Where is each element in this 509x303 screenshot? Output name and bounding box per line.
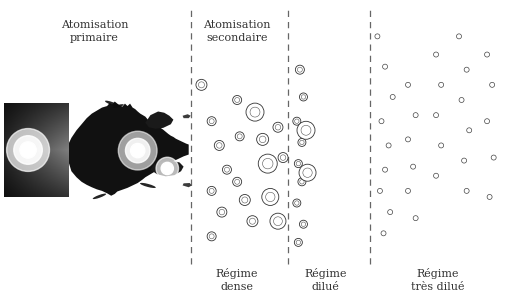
Circle shape	[298, 164, 316, 181]
Circle shape	[161, 162, 173, 175]
Circle shape	[461, 158, 466, 163]
Circle shape	[486, 195, 491, 199]
Polygon shape	[145, 112, 173, 129]
Circle shape	[7, 128, 49, 171]
Circle shape	[433, 173, 438, 178]
Circle shape	[207, 232, 216, 241]
Circle shape	[382, 167, 387, 172]
Circle shape	[489, 82, 494, 87]
Circle shape	[299, 93, 307, 101]
Circle shape	[245, 103, 264, 121]
Circle shape	[256, 133, 268, 145]
Circle shape	[438, 143, 443, 148]
Ellipse shape	[93, 194, 106, 199]
Circle shape	[207, 186, 216, 195]
Circle shape	[299, 220, 307, 228]
Polygon shape	[150, 161, 183, 176]
Text: Régime
dilué: Régime dilué	[303, 268, 346, 292]
Polygon shape	[182, 183, 191, 187]
Circle shape	[374, 34, 379, 39]
Circle shape	[463, 67, 468, 72]
Circle shape	[294, 238, 302, 246]
Circle shape	[463, 188, 468, 193]
Circle shape	[14, 136, 42, 164]
Text: Régime
dense: Régime dense	[215, 268, 258, 292]
Circle shape	[297, 178, 305, 186]
Circle shape	[232, 177, 241, 186]
Circle shape	[387, 210, 392, 215]
Circle shape	[378, 119, 383, 124]
Circle shape	[458, 98, 463, 102]
Circle shape	[297, 138, 305, 146]
Circle shape	[292, 199, 300, 207]
Circle shape	[130, 143, 145, 158]
Circle shape	[294, 160, 302, 168]
Circle shape	[207, 117, 216, 126]
Circle shape	[410, 164, 415, 169]
Circle shape	[235, 132, 244, 141]
Circle shape	[382, 64, 387, 69]
Circle shape	[412, 216, 417, 221]
Circle shape	[195, 79, 207, 90]
Circle shape	[456, 34, 461, 39]
Circle shape	[389, 95, 394, 99]
Circle shape	[214, 140, 224, 151]
Circle shape	[295, 65, 304, 74]
Circle shape	[246, 216, 258, 227]
Circle shape	[232, 95, 241, 105]
Circle shape	[261, 188, 278, 205]
Circle shape	[484, 52, 489, 57]
Ellipse shape	[140, 183, 155, 188]
Circle shape	[377, 188, 382, 193]
Circle shape	[433, 52, 438, 57]
Circle shape	[269, 213, 286, 229]
Ellipse shape	[112, 104, 124, 108]
Circle shape	[405, 188, 410, 193]
Circle shape	[466, 128, 471, 133]
Circle shape	[222, 165, 231, 174]
Circle shape	[292, 117, 300, 125]
Circle shape	[118, 131, 157, 170]
Text: Atomisation
secondaire: Atomisation secondaire	[203, 20, 270, 43]
Circle shape	[20, 142, 36, 158]
Circle shape	[385, 143, 390, 148]
Circle shape	[405, 82, 410, 87]
Circle shape	[239, 195, 250, 205]
Circle shape	[438, 82, 443, 87]
Circle shape	[258, 154, 277, 173]
Circle shape	[490, 155, 495, 160]
Ellipse shape	[105, 101, 119, 107]
Circle shape	[272, 122, 282, 132]
Circle shape	[216, 207, 227, 217]
Circle shape	[433, 113, 438, 118]
Circle shape	[412, 113, 417, 118]
Circle shape	[125, 138, 150, 163]
Circle shape	[296, 121, 315, 139]
Circle shape	[484, 119, 489, 124]
Text: Atomisation
primaire: Atomisation primaire	[61, 20, 128, 43]
Circle shape	[277, 152, 288, 163]
Circle shape	[405, 137, 410, 142]
Circle shape	[380, 231, 385, 236]
Polygon shape	[66, 102, 188, 196]
Polygon shape	[182, 114, 190, 118]
Circle shape	[156, 157, 178, 180]
Text: Régime
très dilué: Régime très dilué	[410, 268, 463, 292]
